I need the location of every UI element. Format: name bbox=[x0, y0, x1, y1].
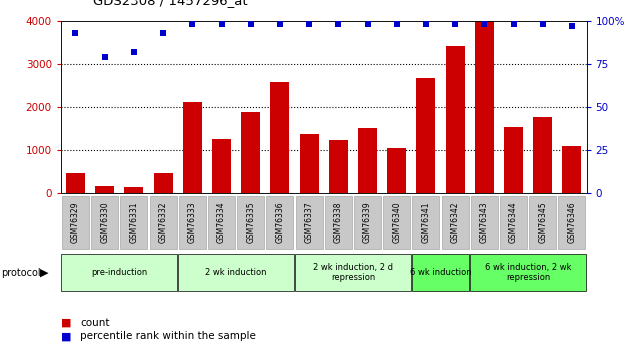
Text: 2 wk induction, 2 d
repression: 2 wk induction, 2 d repression bbox=[313, 263, 393, 282]
Bar bbox=[62, 196, 89, 249]
Bar bbox=[91, 196, 118, 249]
Bar bbox=[470, 254, 586, 291]
Bar bbox=[329, 140, 348, 193]
Point bbox=[246, 21, 256, 27]
Text: 2 wk induction: 2 wk induction bbox=[205, 268, 267, 277]
Point bbox=[304, 21, 314, 27]
Bar bbox=[475, 21, 494, 193]
Bar bbox=[299, 134, 319, 193]
Text: percentile rank within the sample: percentile rank within the sample bbox=[80, 332, 256, 341]
Text: GSM76345: GSM76345 bbox=[538, 202, 547, 243]
Text: GDS2308 / 1457296_at: GDS2308 / 1457296_at bbox=[93, 0, 247, 7]
Text: GSM76338: GSM76338 bbox=[334, 202, 343, 243]
Text: GSM76332: GSM76332 bbox=[158, 202, 167, 243]
Point bbox=[217, 21, 227, 27]
Text: GSM76335: GSM76335 bbox=[246, 202, 255, 243]
Text: GSM76342: GSM76342 bbox=[451, 202, 460, 243]
Text: GSM76344: GSM76344 bbox=[509, 202, 518, 243]
Text: GSM76346: GSM76346 bbox=[567, 202, 576, 243]
Text: GSM76340: GSM76340 bbox=[392, 202, 401, 243]
Bar bbox=[529, 196, 556, 249]
Point bbox=[362, 21, 372, 27]
Bar bbox=[149, 196, 176, 249]
Bar bbox=[354, 196, 381, 249]
Text: pre-induction: pre-induction bbox=[91, 268, 147, 277]
Bar bbox=[212, 139, 231, 193]
Bar bbox=[387, 148, 406, 193]
Point bbox=[275, 21, 285, 27]
Point bbox=[71, 30, 81, 36]
Text: ■: ■ bbox=[61, 332, 71, 341]
Text: ▶: ▶ bbox=[40, 268, 48, 277]
Text: GSM76331: GSM76331 bbox=[129, 202, 138, 243]
Point bbox=[158, 30, 168, 36]
Bar bbox=[208, 196, 235, 249]
Text: GSM76343: GSM76343 bbox=[480, 202, 489, 243]
Bar bbox=[267, 196, 294, 249]
Text: GSM76341: GSM76341 bbox=[421, 202, 430, 243]
Text: GSM76337: GSM76337 bbox=[304, 202, 313, 243]
Text: GSM76339: GSM76339 bbox=[363, 202, 372, 243]
Bar bbox=[358, 128, 377, 193]
Bar bbox=[62, 254, 177, 291]
Point bbox=[187, 21, 197, 27]
Point bbox=[129, 49, 139, 55]
Point bbox=[538, 21, 548, 27]
Text: ■: ■ bbox=[61, 318, 71, 327]
Bar bbox=[558, 196, 585, 249]
Bar bbox=[442, 196, 469, 249]
Bar bbox=[296, 196, 322, 249]
Text: 6 wk induction, 2 wk
repression: 6 wk induction, 2 wk repression bbox=[485, 263, 571, 282]
Point bbox=[392, 21, 402, 27]
Point bbox=[508, 21, 519, 27]
Point bbox=[450, 21, 460, 27]
Text: GSM76336: GSM76336 bbox=[276, 202, 285, 243]
Point bbox=[333, 21, 344, 27]
Bar bbox=[471, 196, 498, 249]
Point bbox=[420, 21, 431, 27]
Text: GSM76329: GSM76329 bbox=[71, 202, 80, 243]
Bar bbox=[121, 196, 147, 249]
Text: 6 wk induction: 6 wk induction bbox=[410, 268, 471, 277]
Bar bbox=[237, 196, 264, 249]
Text: GSM76334: GSM76334 bbox=[217, 202, 226, 243]
Bar bbox=[179, 196, 206, 249]
Bar bbox=[295, 254, 411, 291]
Bar bbox=[412, 254, 469, 291]
Bar bbox=[533, 117, 552, 193]
Bar bbox=[504, 127, 523, 193]
Bar bbox=[445, 46, 465, 193]
Bar bbox=[383, 196, 410, 249]
Text: count: count bbox=[80, 318, 110, 327]
Bar bbox=[271, 82, 289, 193]
Point bbox=[567, 23, 577, 29]
Point bbox=[479, 21, 490, 27]
Bar bbox=[183, 102, 202, 193]
Bar bbox=[178, 254, 294, 291]
Bar bbox=[154, 173, 172, 193]
Text: GSM76333: GSM76333 bbox=[188, 202, 197, 243]
Point bbox=[99, 54, 110, 60]
Bar bbox=[417, 78, 435, 193]
Bar bbox=[241, 112, 260, 193]
Bar bbox=[500, 196, 527, 249]
Bar bbox=[124, 187, 144, 193]
Bar bbox=[66, 172, 85, 193]
Bar bbox=[96, 186, 114, 193]
Text: GSM76330: GSM76330 bbox=[100, 202, 109, 243]
Bar bbox=[412, 196, 439, 249]
Bar bbox=[325, 196, 352, 249]
Bar bbox=[562, 146, 581, 193]
Text: protocol: protocol bbox=[1, 268, 40, 277]
